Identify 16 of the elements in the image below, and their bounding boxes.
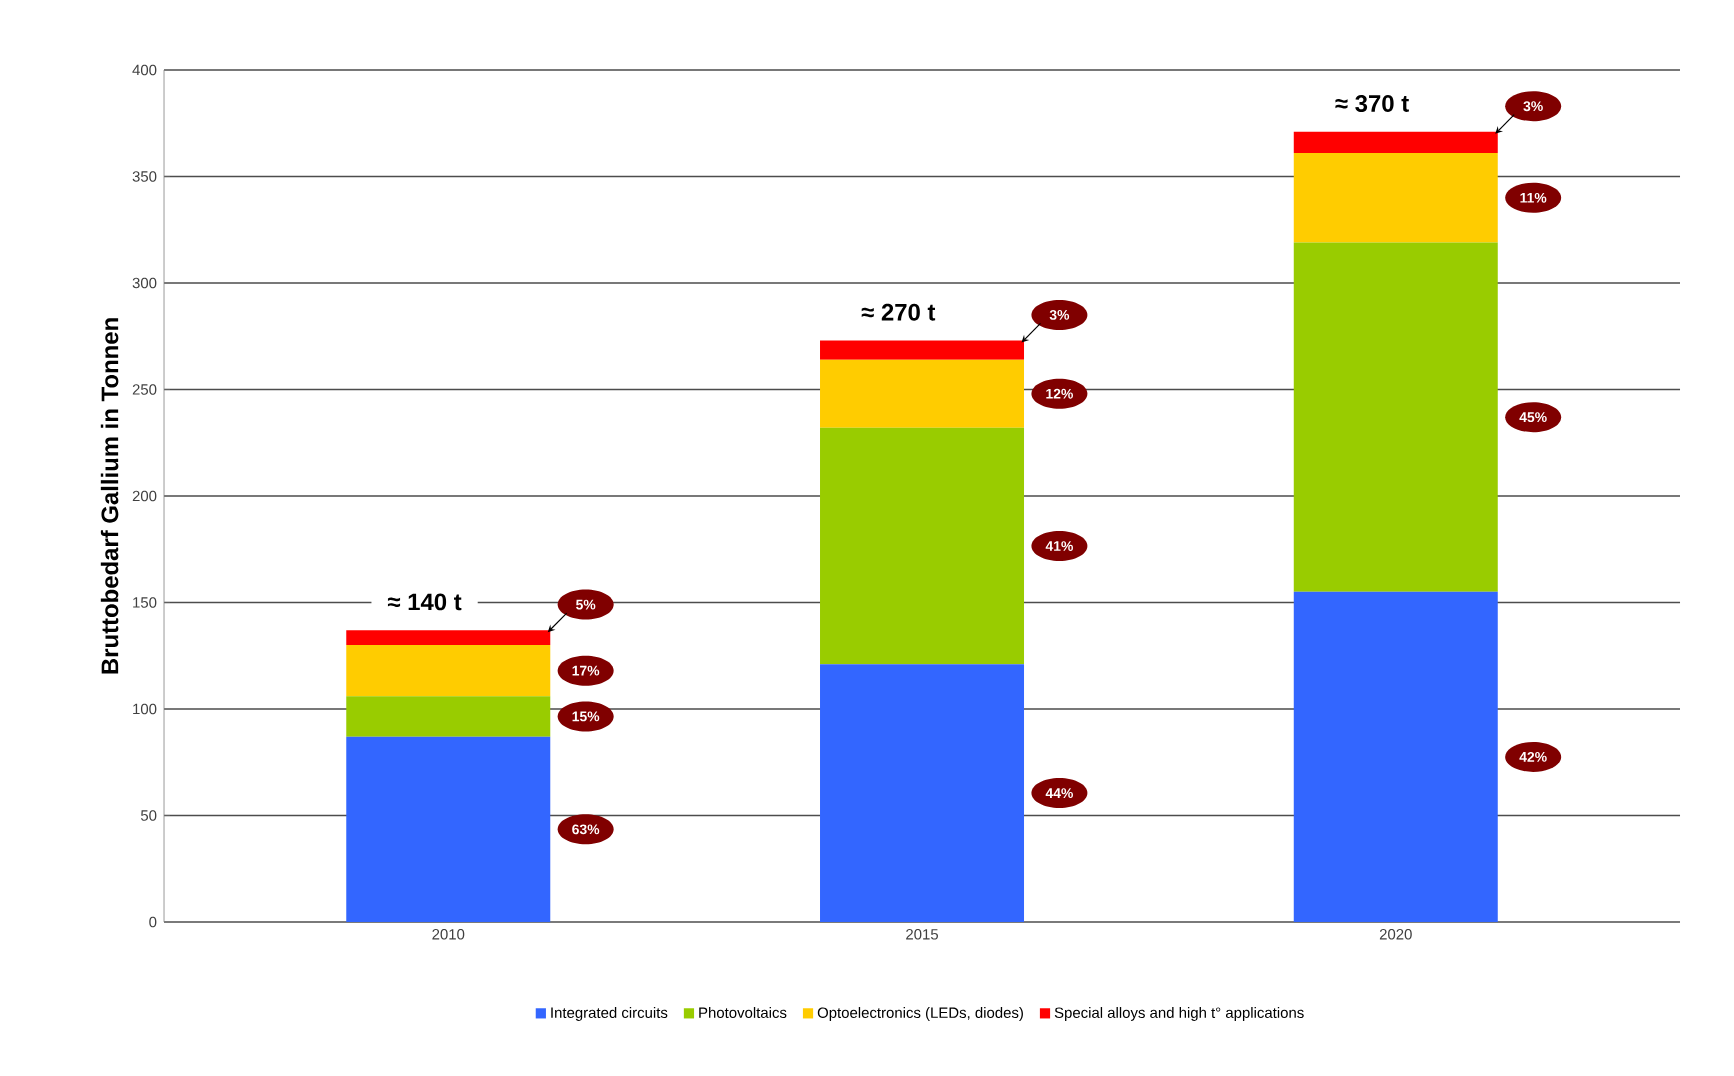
bar: [1293, 242, 1498, 592]
bar: [1293, 153, 1498, 243]
annotation: ≈ 140 t: [387, 593, 462, 611]
bar: [820, 359, 1025, 428]
y-axis-title: Bruttobedarf Gallium in Tonnen: [100, 318, 119, 674]
bar: [820, 664, 1025, 922]
bar: [1293, 591, 1498, 922]
annotation: ≈ 270 t: [861, 303, 936, 321]
bar: [820, 340, 1025, 360]
bar: [346, 630, 551, 646]
bar: [820, 427, 1025, 665]
bar: [346, 645, 551, 697]
annotation: ≈ 370 t: [1335, 94, 1409, 112]
bar: [346, 696, 551, 737]
bar: [1293, 131, 1498, 154]
bar: [346, 736, 551, 922]
